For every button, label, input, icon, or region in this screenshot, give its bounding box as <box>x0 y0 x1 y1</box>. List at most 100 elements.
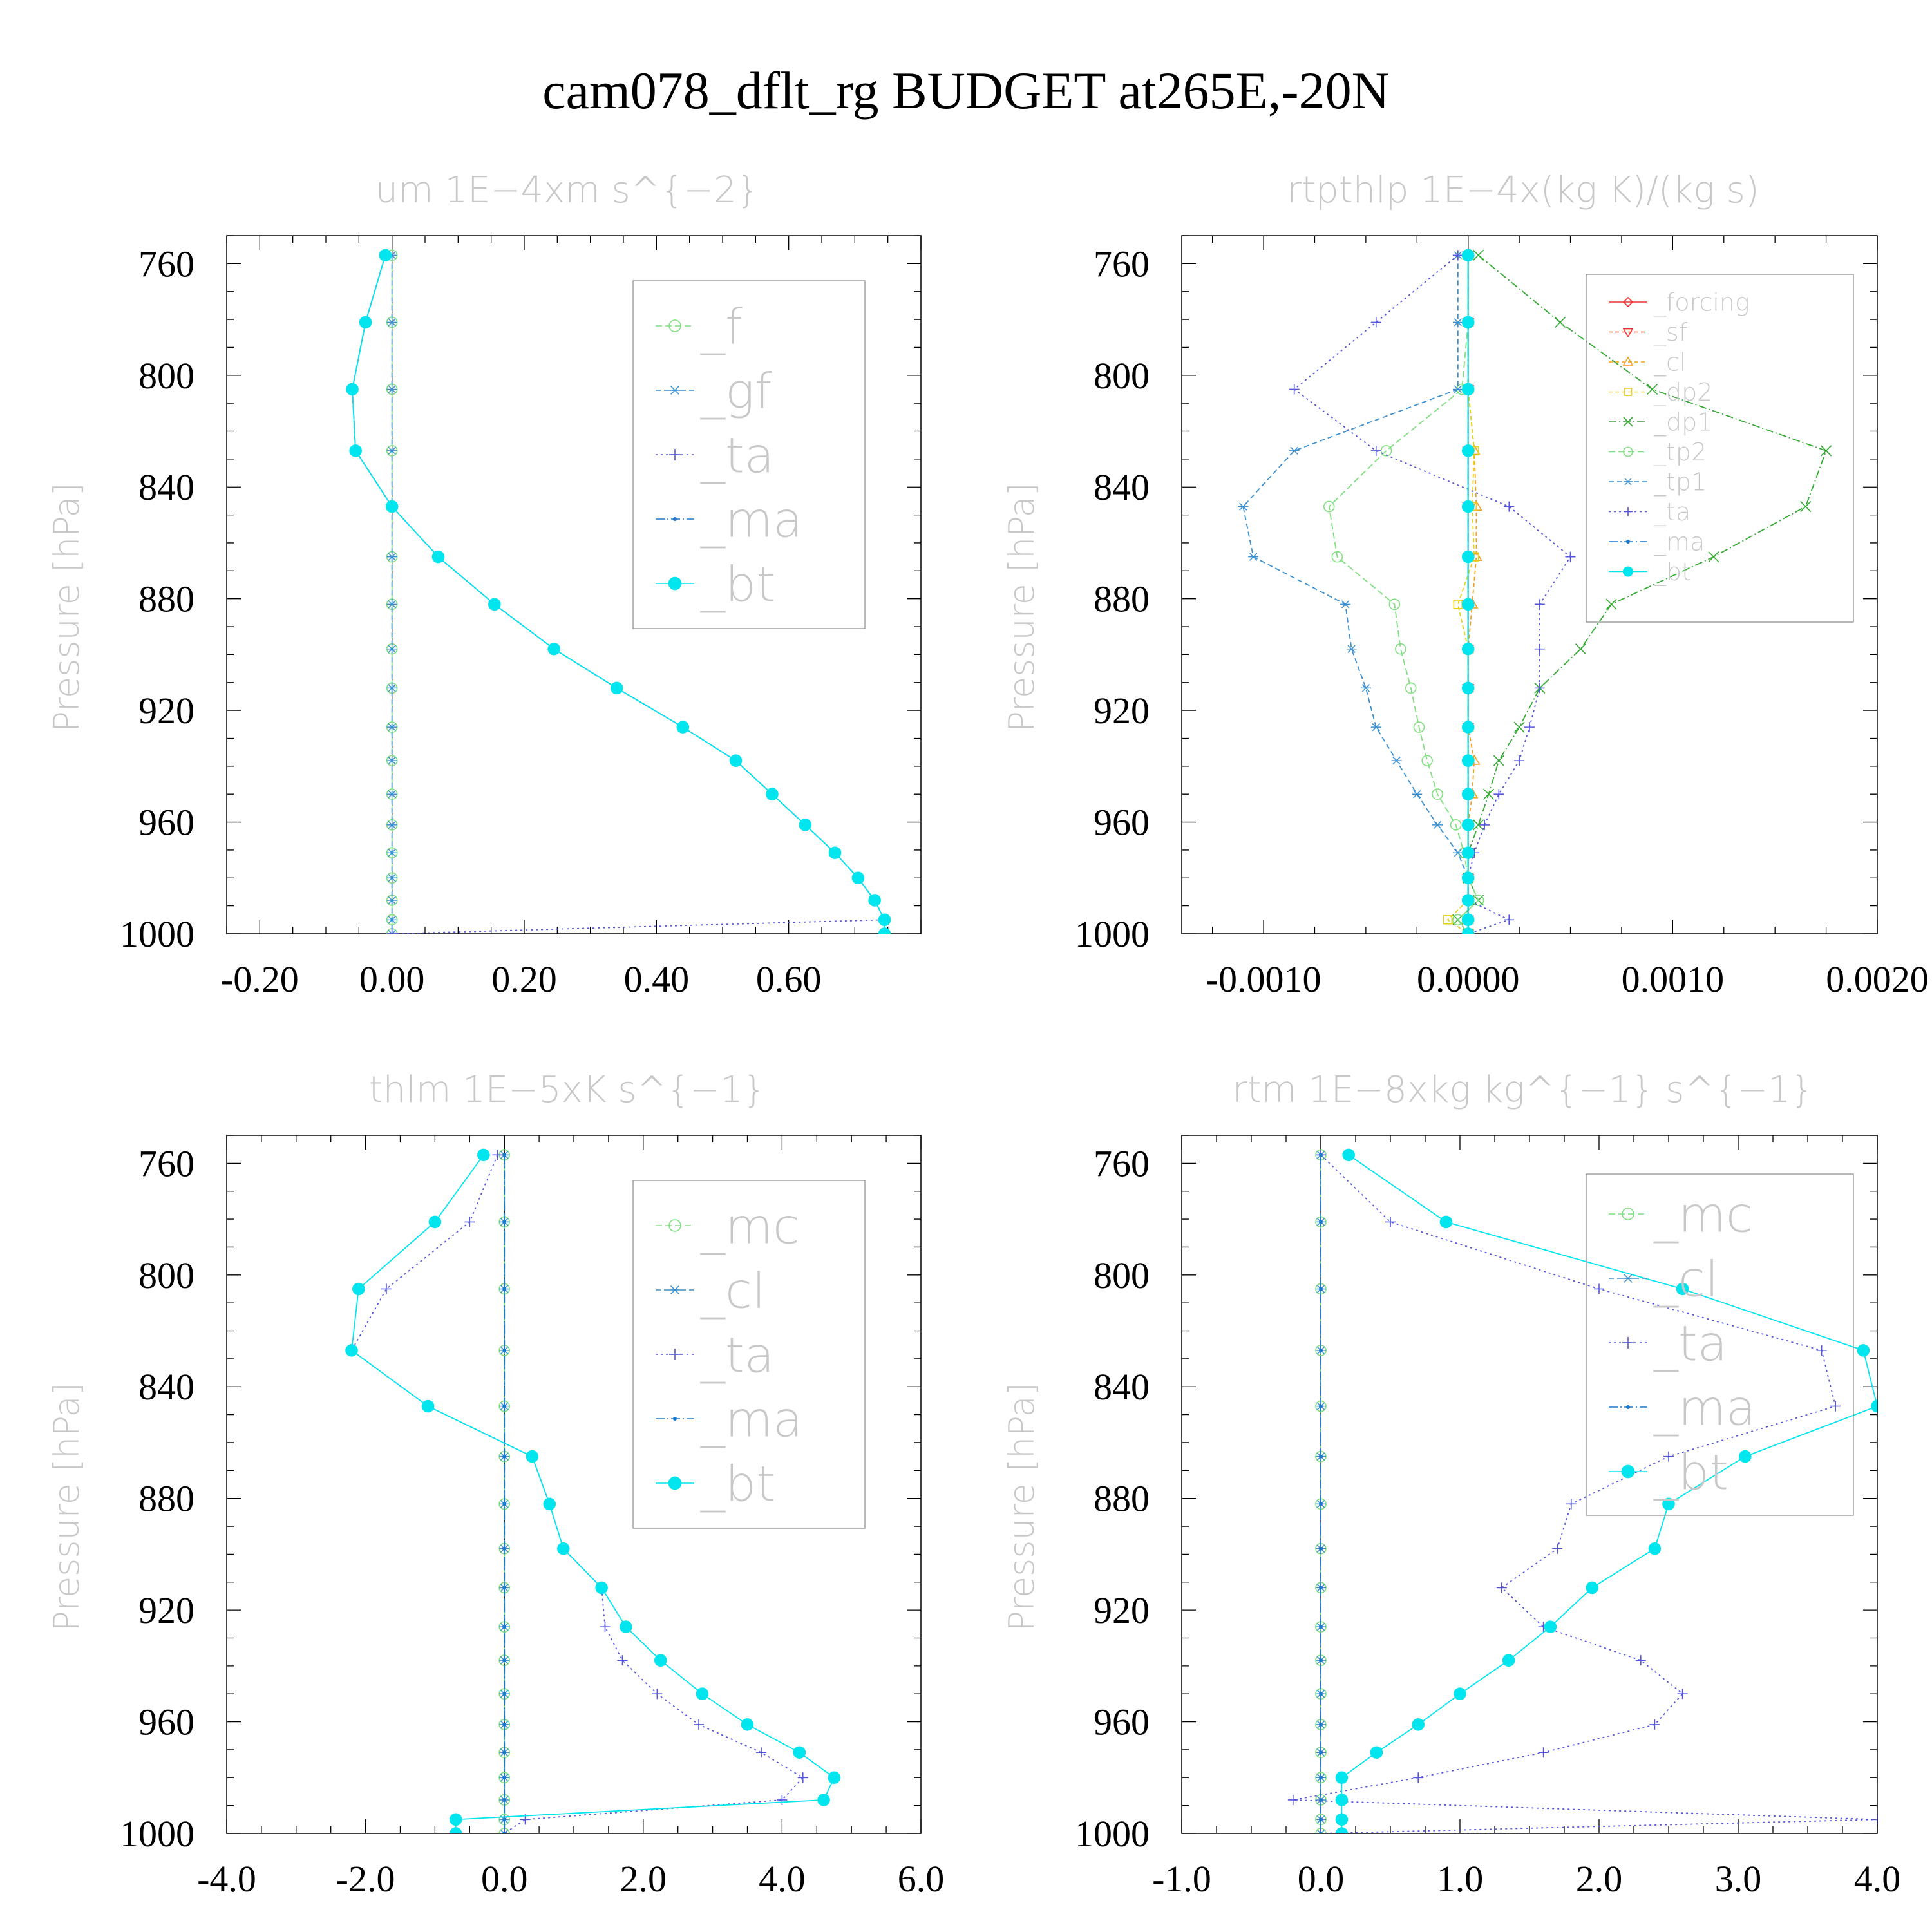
data-point <box>1319 1750 1323 1755</box>
data-point <box>1461 316 1475 329</box>
data-point <box>1319 1797 1323 1802</box>
data-point <box>379 249 392 262</box>
panel-title: rtpthlp 1E−4x(kg K)/(kg s) <box>1287 169 1759 211</box>
data-point <box>386 874 397 882</box>
data-point <box>1439 1215 1453 1229</box>
plot-frame <box>226 1135 922 1834</box>
series-line-tp2 <box>1328 255 1479 934</box>
data-point <box>502 1220 507 1224</box>
data-point <box>1452 318 1463 327</box>
legend-label: _mc <box>700 1197 800 1255</box>
panel-title: thlm 1E−5xK s^{−1} <box>369 1069 766 1111</box>
data-point <box>1405 682 1417 694</box>
data-point <box>1575 643 1586 655</box>
y-tick-label: 960 <box>138 802 194 844</box>
series-line-cl <box>1467 255 1477 934</box>
legend-marker <box>673 517 677 521</box>
data-point <box>557 1542 570 1555</box>
data-point <box>1635 1655 1646 1666</box>
data-point <box>449 1813 462 1826</box>
data-point <box>729 754 743 767</box>
x-tick-label: 0.20 <box>491 958 557 1000</box>
data-point <box>1340 600 1351 609</box>
series-line-ta <box>352 255 886 934</box>
data-point <box>1461 871 1475 885</box>
legend-marker <box>1622 1274 1634 1283</box>
plot-frame <box>1181 1135 1878 1834</box>
x-tick-label: 0.0 <box>481 1858 528 1900</box>
data-point <box>1461 550 1475 564</box>
legend-marker <box>1622 328 1634 338</box>
data-point <box>349 444 362 457</box>
data-point <box>386 318 397 327</box>
series-line-dp2 <box>1446 255 1475 934</box>
data-point <box>878 927 891 934</box>
data-point <box>1385 1217 1396 1227</box>
data-point <box>1555 316 1566 328</box>
data-point <box>1461 894 1475 907</box>
data-point <box>492 1150 503 1160</box>
data-point <box>1453 600 1463 609</box>
data-point <box>1413 721 1425 733</box>
y-tick-label: 840 <box>1094 466 1150 508</box>
legend-label: _bt <box>700 1455 775 1512</box>
series-line-ma <box>352 255 886 934</box>
data-point <box>1524 722 1535 733</box>
data-point <box>1316 1828 1326 1833</box>
series-group <box>345 1148 841 1833</box>
y-tick-label: 760 <box>138 1142 194 1184</box>
data-point <box>1319 1502 1323 1506</box>
data-point <box>1461 754 1475 767</box>
data-point <box>1319 1776 1323 1780</box>
data-point <box>1461 444 1475 457</box>
data-point <box>1513 721 1525 733</box>
legend-label: _cl <box>1653 1250 1719 1307</box>
x-tick-label: 4.0 <box>759 1858 806 1900</box>
data-point <box>617 1655 628 1666</box>
data-point <box>1331 551 1343 563</box>
data-point <box>1432 788 1443 800</box>
data-point <box>502 1287 507 1291</box>
data-point <box>1412 790 1423 799</box>
data-point <box>1413 1772 1424 1783</box>
legend-marker <box>1624 507 1633 516</box>
data-point <box>817 1794 830 1806</box>
data-point <box>1565 551 1576 562</box>
data-point <box>1534 683 1545 694</box>
data-point <box>1514 755 1525 766</box>
data-point <box>386 849 397 857</box>
data-point <box>386 446 397 455</box>
data-point <box>488 598 501 611</box>
legend-marker <box>669 1349 681 1360</box>
data-point <box>1319 1153 1323 1157</box>
data-point <box>1342 1148 1355 1162</box>
x-tick-label: -1.0 <box>1152 1858 1211 1900</box>
data-point <box>1370 1746 1383 1759</box>
data-point <box>600 1622 611 1633</box>
data-point <box>1289 384 1300 395</box>
data-point <box>386 820 397 829</box>
x-tick-label: 0.40 <box>624 958 690 1000</box>
data-point <box>1479 819 1490 830</box>
data-point <box>1605 598 1617 610</box>
data-point <box>477 1148 490 1162</box>
legend-label: _tp2 <box>1653 438 1707 467</box>
legend-marker <box>668 1219 681 1232</box>
data-point <box>1538 1747 1549 1758</box>
data-point <box>1443 915 1453 925</box>
data-point <box>1289 446 1300 455</box>
data-point <box>652 1689 663 1700</box>
data-point <box>502 1722 507 1727</box>
y-tick-label: 840 <box>1094 1366 1150 1408</box>
data-point <box>1287 1794 1298 1805</box>
data-point <box>386 553 397 561</box>
data-point <box>421 1399 435 1413</box>
data-point <box>1335 1771 1349 1785</box>
data-point <box>1335 1827 1349 1833</box>
data-point <box>499 1828 510 1833</box>
data-point <box>696 1687 709 1700</box>
y-tick-label: 920 <box>138 690 194 732</box>
data-point <box>502 1153 507 1157</box>
data-point <box>1461 500 1475 513</box>
data-point <box>502 1502 507 1506</box>
